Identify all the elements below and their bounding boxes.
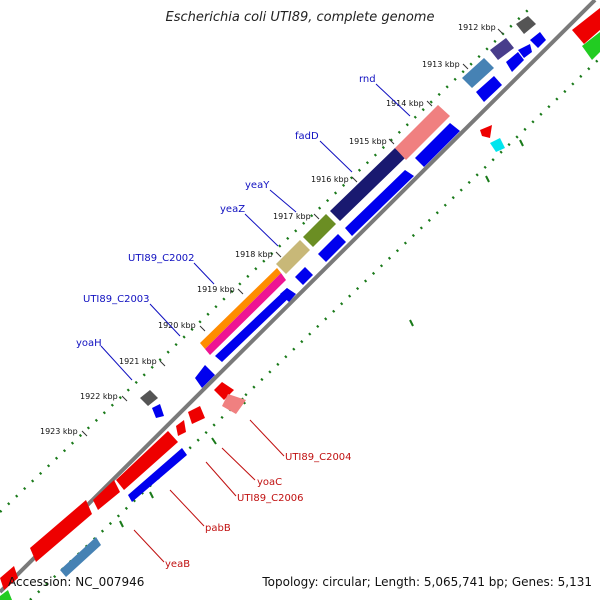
gene-arrow[interactable] bbox=[318, 234, 346, 262]
gene-arrow[interactable] bbox=[295, 267, 313, 285]
feature-block[interactable] bbox=[140, 390, 158, 406]
tick-label: 1922 kbp bbox=[80, 392, 118, 401]
tick-label: 1923 kbp bbox=[40, 427, 78, 436]
feature-block[interactable] bbox=[303, 214, 336, 247]
coordinate-ticks bbox=[81, 28, 504, 437]
gene-arrow[interactable] bbox=[572, 8, 600, 44]
reverse-label-leaders bbox=[133, 419, 285, 563]
gene-arrow[interactable] bbox=[30, 500, 92, 562]
tick-label: 1921 kbp bbox=[119, 357, 157, 366]
gene-label-UTI89_C2006[interactable]: UTI89_C2006 bbox=[237, 493, 304, 504]
genome-title: Escherichia coli UTI89, complete genome bbox=[165, 10, 435, 25]
gene-arrow[interactable] bbox=[476, 76, 502, 102]
gene-arrow[interactable] bbox=[582, 32, 600, 60]
tick-label: 1912 kbp bbox=[458, 23, 496, 32]
tick-label: 1917 kbp bbox=[273, 212, 311, 221]
reverse-gene-labels: UTI89_C2004 yoaC UTI89_C2006 pabB yeaB bbox=[165, 452, 352, 570]
gene-label-yoaH[interactable]: yoaH bbox=[76, 338, 102, 349]
gene-arrow[interactable] bbox=[93, 480, 120, 510]
gene-arrow[interactable] bbox=[128, 448, 187, 502]
gene-label-rnd[interactable]: rnd bbox=[359, 74, 376, 85]
gene-label-UTI89_C2002[interactable]: UTI89_C2002 bbox=[128, 253, 195, 264]
forward-strand bbox=[60, 16, 546, 577]
tick-label: 1915 kbp bbox=[349, 137, 387, 146]
topology-label: Topology: circular; Length: 5,065,741 bp… bbox=[262, 575, 592, 589]
feature-block[interactable] bbox=[395, 105, 450, 160]
tick-label: 1914 kbp bbox=[386, 99, 424, 108]
tick-labels: 1912 kbp 1913 kbp 1914 kbp 1915 kbp 1916… bbox=[40, 23, 496, 436]
gene-arrow[interactable] bbox=[345, 170, 414, 236]
gene-arrow[interactable] bbox=[506, 52, 524, 72]
gene-arrow[interactable] bbox=[60, 537, 101, 577]
gene-arrow[interactable] bbox=[0, 566, 18, 590]
tick-label: 1919 kbp bbox=[197, 285, 235, 294]
gene-arrow[interactable] bbox=[280, 288, 296, 302]
gene-arrow[interactable] bbox=[222, 394, 246, 414]
feature-block[interactable] bbox=[205, 273, 286, 355]
gene-arrow[interactable] bbox=[116, 431, 178, 490]
gene-arrow[interactable] bbox=[518, 44, 532, 58]
tick-label: 1920 kbp bbox=[158, 321, 196, 330]
forward-gene-labels: rnd fadD yeaY yeaZ UTI89_C2002 UTI89_C20… bbox=[76, 74, 376, 349]
feature-block[interactable] bbox=[330, 148, 405, 221]
gene-arrow[interactable] bbox=[415, 123, 460, 167]
gc-track-outer bbox=[0, 9, 529, 513]
gene-label-pabB[interactable]: pabB bbox=[205, 523, 231, 534]
forward-label-leaders bbox=[100, 83, 411, 381]
feature-block[interactable] bbox=[490, 38, 514, 60]
reverse-strand bbox=[0, 8, 600, 600]
feature-block[interactable] bbox=[516, 16, 536, 34]
gene-label-fadD[interactable]: fadD bbox=[295, 131, 319, 142]
feature-block[interactable] bbox=[276, 240, 310, 274]
gene-arrow[interactable] bbox=[214, 382, 234, 400]
gene-label-yeaY[interactable]: yeaY bbox=[245, 180, 270, 191]
gene-label-yeaB[interactable]: yeaB bbox=[165, 559, 190, 570]
gene-label-UTI89_C2003[interactable]: UTI89_C2003 bbox=[83, 294, 150, 305]
feature-block[interactable] bbox=[462, 58, 494, 88]
gene-arrow[interactable] bbox=[0, 590, 12, 600]
gc-skew-dashes bbox=[119, 139, 524, 528]
feature-block[interactable] bbox=[490, 138, 505, 152]
feature-block[interactable] bbox=[200, 268, 281, 349]
gene-arrow[interactable] bbox=[530, 32, 546, 48]
gene-arrow[interactable] bbox=[215, 288, 293, 362]
tick-label: 1916 kbp bbox=[311, 175, 349, 184]
gene-label-yoaC[interactable]: yoaC bbox=[257, 477, 282, 488]
gene-arrow[interactable] bbox=[176, 420, 186, 436]
tick-label: 1913 kbp bbox=[422, 60, 460, 69]
tick-label: 1918 kbp bbox=[235, 250, 273, 259]
gene-arrow[interactable] bbox=[152, 404, 164, 418]
gene-arrow[interactable] bbox=[480, 125, 492, 138]
gene-label-UTI89_C2004[interactable]: UTI89_C2004 bbox=[285, 452, 352, 463]
gene-label-yeaZ[interactable]: yeaZ bbox=[220, 204, 245, 215]
gene-arrow[interactable] bbox=[195, 365, 215, 388]
accession-label: Accession: NC_007946 bbox=[8, 575, 145, 589]
gene-arrow[interactable] bbox=[188, 406, 205, 424]
